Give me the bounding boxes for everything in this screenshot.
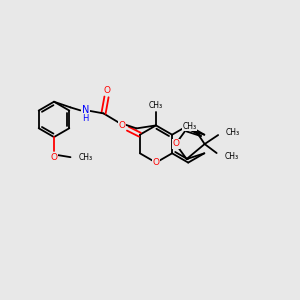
Text: O: O bbox=[152, 158, 160, 167]
Text: CH₃: CH₃ bbox=[79, 153, 93, 162]
Text: CH₃: CH₃ bbox=[226, 128, 240, 136]
Text: O: O bbox=[103, 86, 110, 95]
Text: CH₃: CH₃ bbox=[224, 152, 238, 160]
Text: O: O bbox=[118, 121, 125, 130]
Text: H: H bbox=[82, 114, 89, 123]
Text: N: N bbox=[82, 105, 89, 116]
Text: O: O bbox=[172, 140, 179, 148]
Text: CH₃: CH₃ bbox=[149, 101, 163, 110]
Text: O: O bbox=[50, 153, 58, 162]
Text: CH₃: CH₃ bbox=[183, 122, 197, 130]
